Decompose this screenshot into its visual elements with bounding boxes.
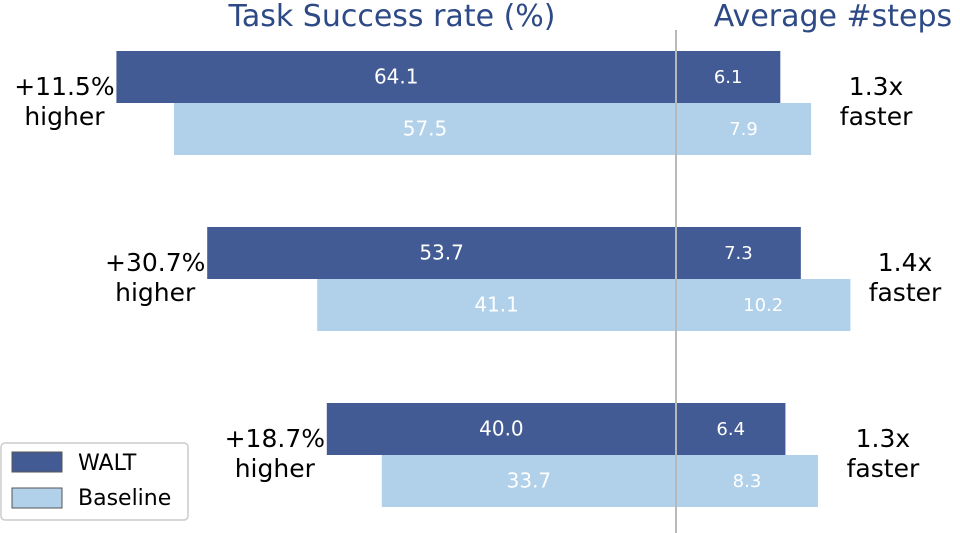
improvement-label-1: higher (24, 102, 105, 131)
steps-bar-walt-2 (676, 227, 801, 279)
improvement-percent-2: +30.7% (105, 248, 205, 277)
improvement-percent-3: +18.7% (225, 424, 325, 453)
speedup-factor-2: 1.4x (878, 248, 933, 277)
steps-bar-walt-1 (676, 51, 781, 103)
steps-bar-baseline-3 (676, 455, 818, 507)
steps-value-baseline-3: 8.3 (733, 471, 762, 492)
success-value-baseline-2: 41.1 (474, 293, 519, 317)
success-bar-walt-1 (116, 51, 677, 103)
steps-bar-baseline-1 (676, 103, 812, 155)
steps-bar-walt-3 (676, 403, 786, 455)
speedup-factor-1: 1.3x (849, 72, 904, 101)
speedup-factor-3: 1.3x (856, 424, 911, 453)
success-value-walt-3: 40.0 (479, 417, 524, 441)
success-value-walt-2: 53.7 (419, 241, 464, 265)
legend-swatch-baseline (11, 487, 63, 509)
success-value-walt-1: 64.1 (374, 65, 419, 89)
improvement-percent-1: +11.5% (14, 72, 114, 101)
average-steps-title: Average #steps (714, 0, 952, 34)
steps-value-walt-1: 6.1 (714, 67, 743, 88)
success-bar-baseline-1 (174, 103, 676, 155)
success-bar-walt-2 (207, 227, 676, 279)
success-value-baseline-3: 33.7 (507, 469, 552, 493)
success-rate-title: Task Success rate (%) (228, 0, 556, 34)
legend: WALT Baseline (0, 442, 189, 521)
steps-bar-baseline-2 (676, 279, 851, 331)
speedup-label-1: faster (840, 102, 913, 131)
success-bar-baseline-2 (317, 279, 676, 331)
improvement-label-3: higher (235, 454, 316, 483)
steps-value-walt-3: 6.4 (716, 419, 745, 440)
speedup-label-2: faster (869, 278, 942, 307)
legend-label-baseline: Baseline (78, 486, 171, 511)
success-value-baseline-1: 57.5 (403, 117, 448, 141)
steps-value-baseline-2: 10.2 (743, 295, 783, 316)
speedup-label-3: faster (847, 454, 920, 483)
improvement-label-2: higher (115, 278, 196, 307)
legend-swatch-walt (11, 451, 63, 473)
legend-label-walt: WALT (78, 451, 137, 476)
success-bar-baseline-3 (381, 455, 676, 507)
success-bar-walt-3 (326, 403, 676, 455)
steps-value-baseline-1: 7.9 (729, 119, 758, 140)
steps-value-walt-2: 7.3 (724, 243, 753, 264)
